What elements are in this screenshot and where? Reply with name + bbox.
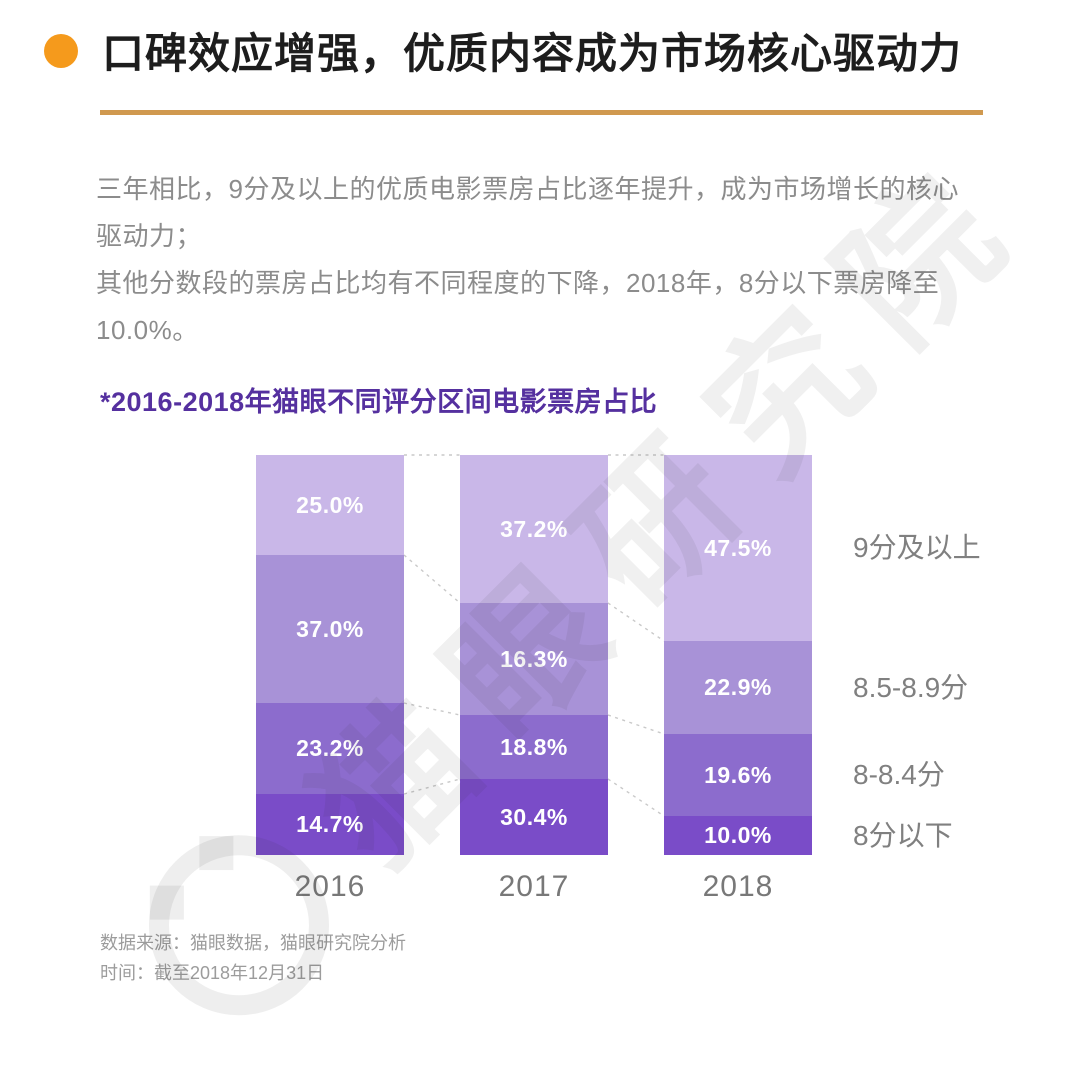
dashed-connector-line (607, 778, 665, 817)
chart-footer: 数据来源：猫眼数据，猫眼研究院分析 时间：截至2018年12月31日 (100, 928, 406, 988)
segment-value-label: 10.0% (704, 822, 772, 848)
dashed-connector-line (403, 554, 461, 604)
segment-value-label: 47.5% (704, 534, 772, 561)
data-date: 时间：截至2018年12月31日 (100, 963, 325, 983)
stacked-bar-chart: 25.0% 37.0% 23.2% 14.7% 2016 37.2% 16.3% 18.8% 3… (0, 440, 1080, 940)
description-paragraph-2: 其他分数段的票房占比均有不同程度的下降，2018年，8分以下票房降至10.0%。 (96, 268, 940, 345)
page-title: 口碑效应增强，优质内容成为市场核心驱动力 (102, 30, 963, 77)
bar-segment-2018-8.5-8.9分: 22.9% (664, 641, 812, 734)
title-underline (100, 110, 983, 115)
dashed-connector-line (403, 778, 461, 795)
bar-2018: 47.5% 22.9% 19.6% 10.0% (664, 455, 812, 855)
x-axis-label-2017: 2017 (498, 870, 570, 903)
segment-value-label: 23.2% (296, 735, 364, 761)
bar-segment-2018-8-8.4分: 19.6% (664, 734, 812, 816)
segment-value-label: 14.7% (296, 811, 364, 837)
bar-2017: 37.2% 16.3% 18.8% 30.4% (460, 455, 608, 855)
x-axis-label-2016: 2016 (294, 870, 366, 903)
dashed-connector-line (403, 702, 461, 716)
bar-segment-2016-8-8.4分: 23.2% (256, 703, 404, 794)
description: 三年相比，9分及以上的优质电影票房占比逐年提升，成为市场增长的核心驱动力； 其他… (96, 166, 968, 354)
legend-item-8.5-8.9分: 8.5-8.9分 (853, 672, 969, 703)
bar-2016: 25.0% 37.0% 23.2% 14.7% (256, 455, 404, 855)
bar-segment-2017-8分以下: 30.4% (460, 779, 608, 855)
connector-lines (403, 454, 665, 817)
segment-value-label: 22.9% (704, 674, 772, 700)
legend-item-8-8.4分: 8-8.4分 (853, 759, 945, 790)
bar-segment-2017-9分及以上: 37.2% (460, 455, 608, 603)
bar-segment-2016-8分以下: 14.7% (256, 794, 404, 855)
dashed-connector-line (607, 714, 665, 735)
bar-segment-2016-8.5-8.9分: 37.0% (256, 555, 404, 703)
segment-value-label: 37.2% (500, 515, 568, 542)
bar-segment-2017-8.5-8.9分: 16.3% (460, 603, 608, 715)
legend-item-9分及以上: 9分及以上 (853, 532, 981, 563)
title-bullet-icon (44, 34, 78, 68)
segment-value-label: 30.4% (500, 803, 568, 830)
bar-segment-2016-9分及以上: 25.0% (256, 455, 404, 555)
segment-value-label: 19.6% (704, 761, 772, 788)
segment-value-label: 16.3% (500, 645, 568, 672)
dashed-connector-line (607, 602, 665, 642)
bar-segment-2018-9分及以上: 47.5% (664, 455, 812, 641)
segment-value-label: 37.0% (296, 615, 364, 642)
segment-value-label: 25.0% (296, 491, 364, 518)
x-axis-label-2018: 2018 (702, 870, 774, 903)
legend-item-8分以下: 8分以下 (853, 820, 953, 851)
bar-segment-2017-8-8.4分: 18.8% (460, 715, 608, 779)
chart-title: *2016-2018年猫眼不同评分区间电影票房占比 (100, 387, 658, 417)
description-paragraph-1: 三年相比，9分及以上的优质电影票房占比逐年提升，成为市场增长的核心驱动力； (96, 174, 959, 251)
bar-segment-2018-8分以下: 10.0% (664, 816, 812, 855)
segment-value-label: 18.8% (500, 733, 568, 760)
data-source: 数据来源：猫眼数据，猫眼研究院分析 (100, 933, 406, 953)
